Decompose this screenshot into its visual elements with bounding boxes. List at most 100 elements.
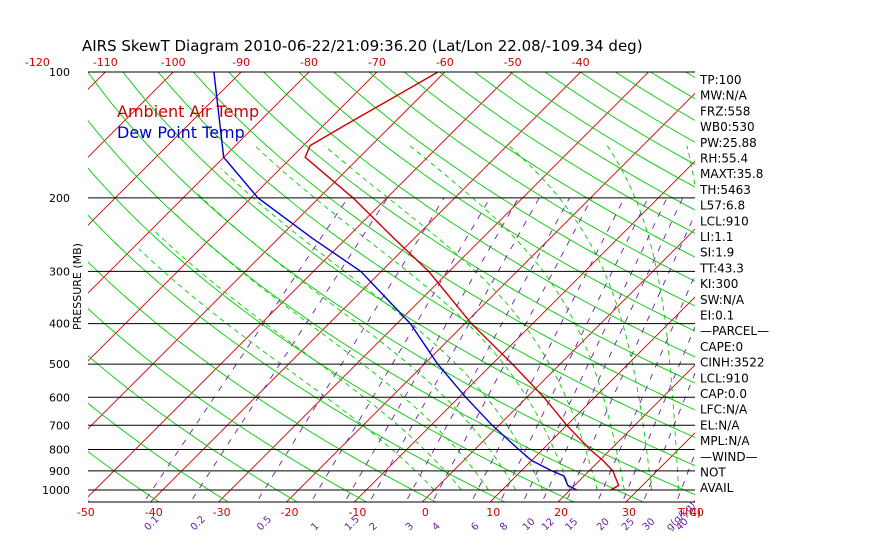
stat-item: TH:5463 [699, 183, 751, 197]
top-temp-tick-label: -70 [368, 56, 386, 69]
stat-item: MAXT:35.8 [700, 167, 763, 181]
pressure-tick-label: 200 [49, 192, 70, 205]
bottom-temp-tick-label: -20 [281, 506, 299, 519]
mixing-ratio-tick-label: 0.5 [255, 514, 274, 533]
pressure-tick-label: 900 [49, 465, 70, 478]
mixing-ratio-tick-label: 8 [498, 521, 510, 533]
mixing-ratio-line [407, 197, 570, 500]
bottom-temp-tick-label: 10 [486, 506, 500, 519]
top-temp-tick-label: -90 [232, 56, 250, 69]
stat-item: EI:0.1 [700, 309, 734, 323]
moist-adiabat-line [171, 210, 489, 491]
mixing-ratio-tick-label: 6 [469, 521, 481, 533]
stat-item: —WIND— [700, 450, 758, 464]
stat-item: CAP:0.0 [700, 387, 747, 401]
isotherm-line [88, 72, 242, 226]
dry-adiabat-line [88, 402, 229, 502]
mixing-ratio-line [472, 197, 625, 500]
bottom-temp-tick-label: 0 [422, 506, 429, 519]
stat-item: TT:43.3 [699, 261, 744, 275]
moist-adiabat-line [196, 192, 517, 491]
isotherm-line [88, 72, 446, 430]
dry-adiabat-line [122, 72, 695, 467]
isotherm-line [285, 92, 695, 502]
isotherm-line [489, 296, 695, 502]
pressure-tick-label: 1000 [42, 484, 70, 497]
stat-item: LCL:910 [700, 214, 749, 228]
mixing-ratio-line [623, 325, 695, 500]
pressure-tick-label: 300 [49, 265, 70, 278]
dry-adiabat-line [262, 72, 695, 358]
legend-dew-point-temp: Dew Point Temp [117, 123, 245, 142]
stat-item: CAPE:0 [700, 340, 743, 354]
isotherm-line [88, 72, 310, 294]
stat-item: MW:N/A [700, 89, 748, 103]
bottom-temp-tick-label: 40 [690, 506, 704, 519]
dry-adiabat-line [368, 72, 695, 282]
moist-adiabat-line [154, 230, 462, 491]
mixing-ratio-line [598, 273, 695, 500]
dry-adiabat-line [157, 72, 695, 439]
bottom-temp-tick-label: -10 [348, 506, 366, 519]
isotherm-line [0, 31, 10, 507]
bottom-temp-tick-label: 20 [554, 506, 568, 519]
stat-item: LCL:910 [700, 371, 749, 385]
mixing-ratio-line [501, 197, 649, 500]
isotherm-line [88, 72, 378, 362]
bottom-temp-tick-label: -40 [145, 506, 163, 519]
stat-item: TP:100 [699, 73, 742, 87]
moist-adiabat-line [324, 145, 598, 491]
top-temp-tick-label: -120 [25, 56, 50, 69]
dry-adiabat-line [192, 72, 695, 411]
top-temp-tick-label: -80 [300, 56, 318, 69]
temperature-unit-label: T(C) [677, 506, 701, 519]
top-temp-tick-label: -50 [504, 56, 522, 69]
stat-item: PW:25.88 [700, 136, 757, 150]
isotherm-line [557, 364, 695, 502]
isotherm-line [88, 72, 174, 158]
bottom-temp-tick-label: -50 [77, 506, 95, 519]
stat-item: EL:N/A [700, 418, 740, 432]
mixing-ratio-line [312, 197, 491, 500]
stat-item: MPL:N/A [700, 434, 750, 448]
stat-item: AVAIL [700, 481, 734, 495]
pressure-tick-label: 400 [49, 318, 70, 331]
moist-adiabat-line [606, 145, 680, 490]
stat-item: NOT [700, 466, 726, 480]
stat-item: WB0:530 [700, 120, 755, 134]
mixing-ratio-line [644, 371, 695, 500]
mixing-ratio-line [524, 197, 668, 500]
top-temp-tick-label: -60 [436, 56, 454, 69]
stat-item: FRZ:558 [700, 104, 750, 118]
mixing-ratio-line [543, 197, 684, 500]
dry-adiabat-line [88, 261, 437, 502]
mixing-ratio-tick-label: 20 [595, 516, 612, 533]
dry-adiabat-line [438, 72, 695, 234]
mixing-ratio-tick-label: 1 [309, 521, 321, 533]
y-axis-label: PRESSURE (MB) [71, 243, 84, 330]
moist-adiabat-line [138, 248, 435, 491]
isotherm-line [88, 72, 514, 498]
moist-adiabat-line [254, 145, 571, 491]
stat-item: LFC:N/A [700, 403, 748, 417]
mixing-ratio-line [192, 197, 388, 500]
stat-item: L57:6.8 [700, 199, 745, 213]
isotherm-line [353, 160, 695, 502]
dry-adiabat-line [544, 72, 695, 165]
mixing-ratio-tick-label: 3 [404, 521, 416, 533]
top-temp-tick-label: -40 [572, 56, 590, 69]
dry-adiabat-line [88, 214, 506, 502]
dry-adiabat-line [88, 308, 368, 502]
moist-adiabat-line [508, 145, 652, 491]
isotherm-line [756, 31, 870, 507]
isotherm-line [217, 72, 650, 502]
stat-item: CINH:3522 [700, 356, 765, 370]
dew-point-temp-line [213, 72, 578, 491]
dry-adiabat-line [227, 72, 695, 384]
mixing-ratio-line [566, 213, 695, 500]
mixing-ratio-line [346, 197, 519, 500]
dry-adiabat-line [88, 450, 160, 502]
dry-adiabat-line [298, 72, 695, 332]
mixing-ratio-line [433, 197, 593, 500]
